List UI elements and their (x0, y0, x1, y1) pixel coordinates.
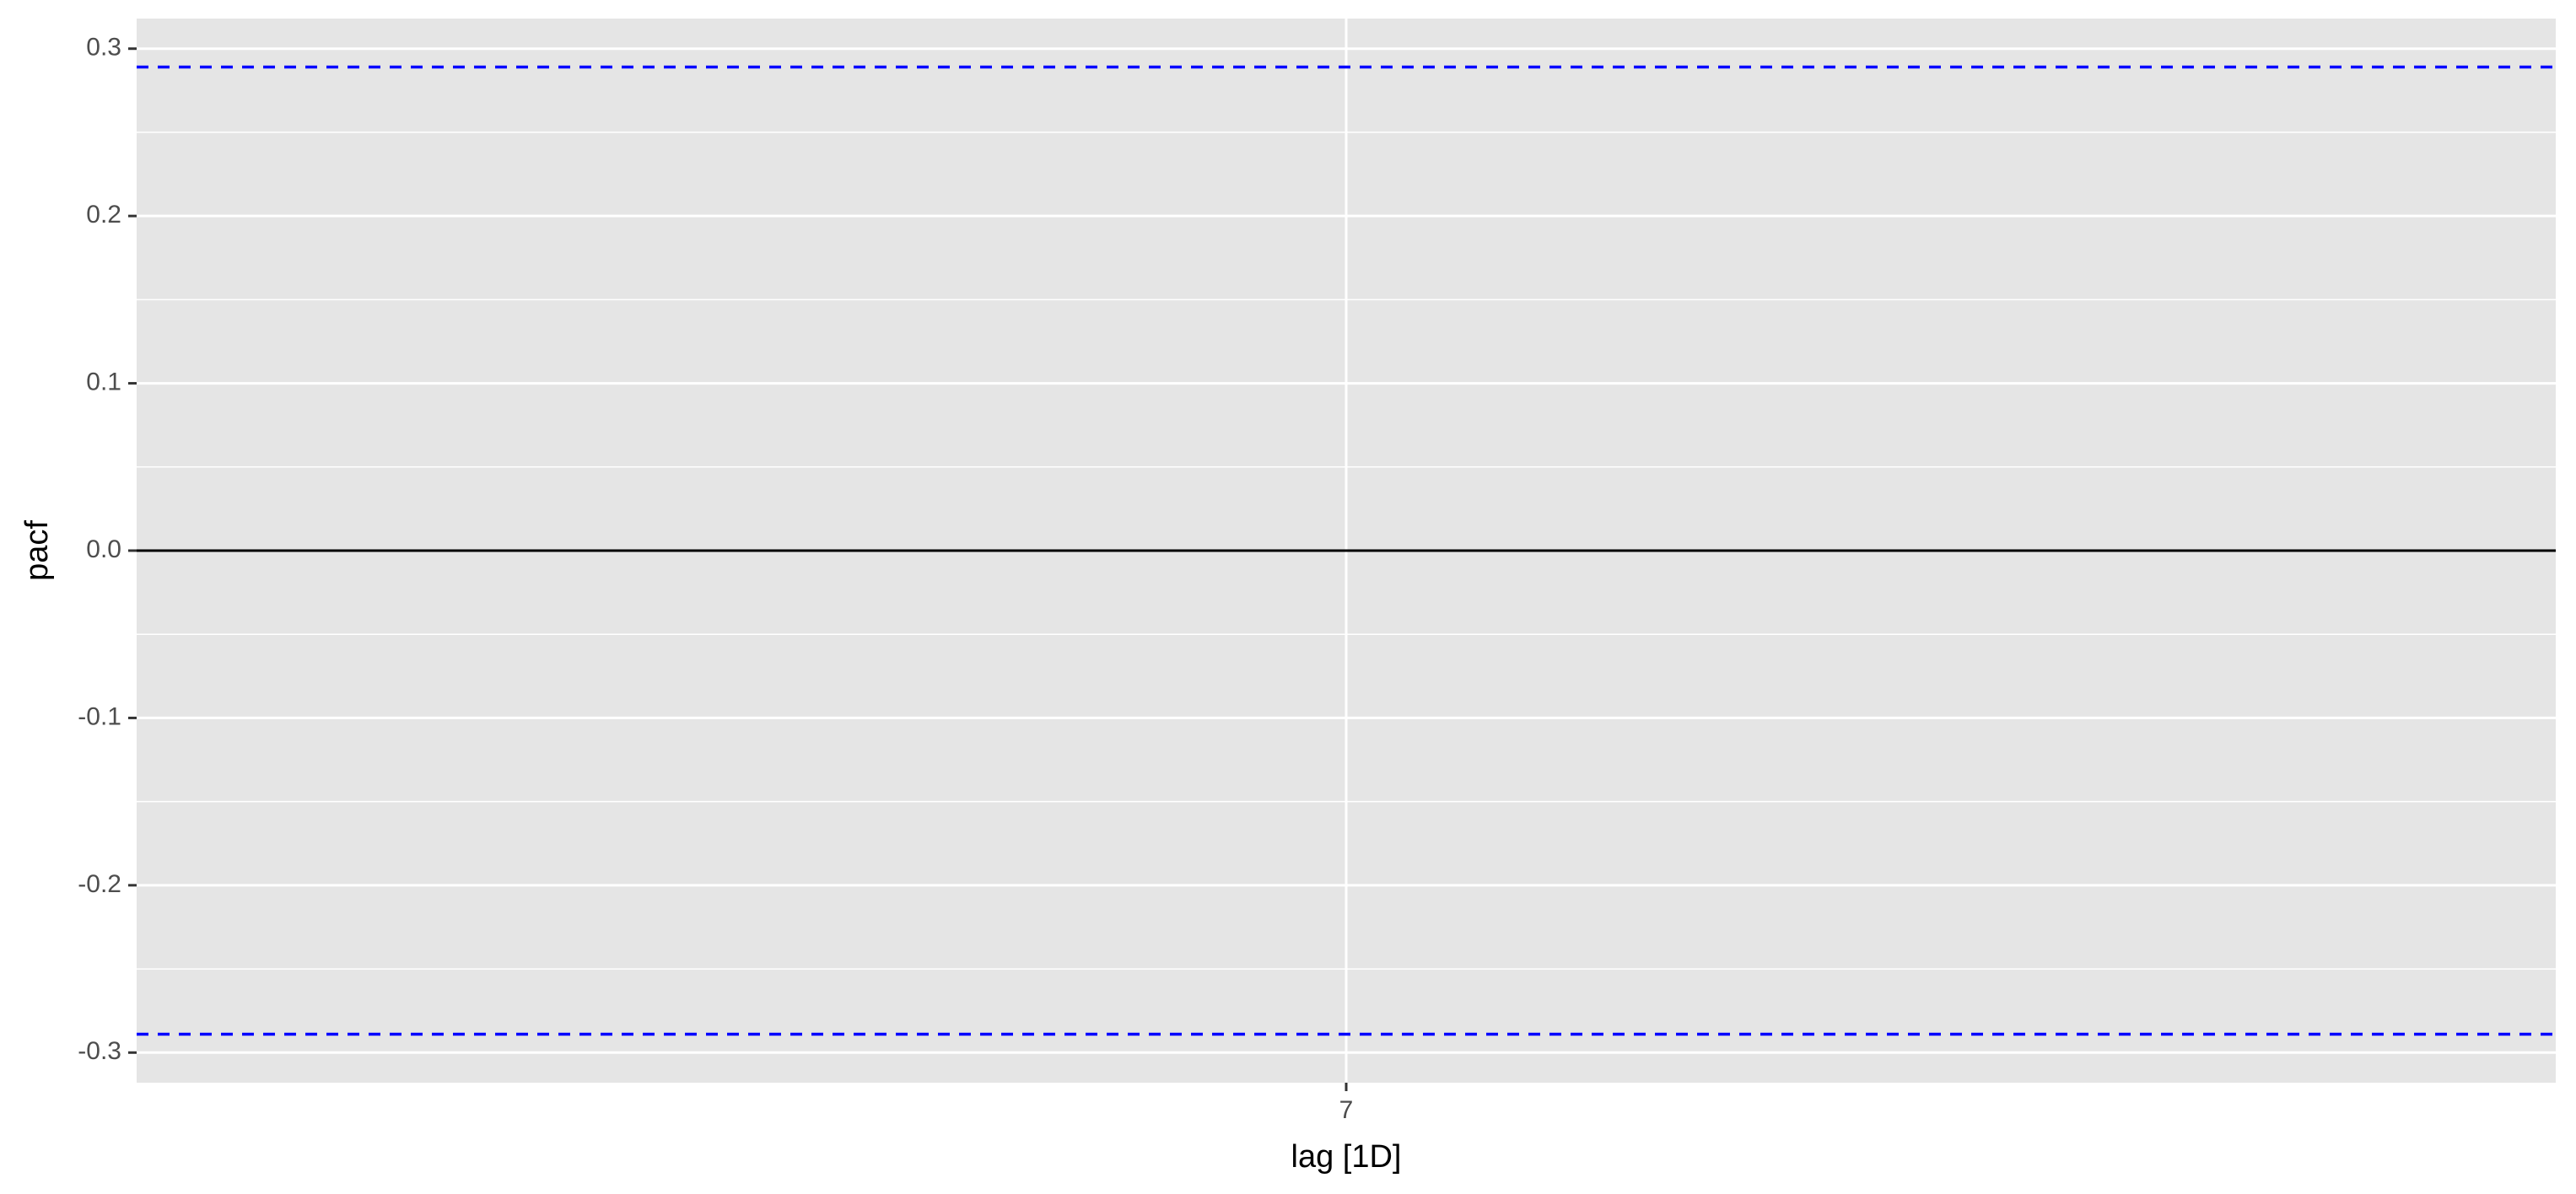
y-tick-label: 0.3 (86, 34, 121, 62)
reference-lines (137, 65, 2556, 1036)
y-tick-label: -0.3 (78, 1037, 121, 1065)
y-tick-label: 0.1 (86, 368, 121, 395)
x-axis-title: lag [1D] (1291, 1139, 1402, 1175)
x-tick-label: 7 (1339, 1096, 1354, 1124)
y-axis-title: pacf (19, 520, 55, 581)
y-tick-label: -0.1 (78, 702, 121, 730)
x-axis: 7 (1339, 1083, 1354, 1124)
y-tick-label: 0.0 (86, 535, 121, 563)
y-tick-label: -0.2 (78, 870, 121, 898)
y-tick-label: 0.2 (86, 201, 121, 229)
y-axis: -0.3 -0.2 -0.1 0.0 0.1 0.2 0.3 (78, 34, 137, 1065)
